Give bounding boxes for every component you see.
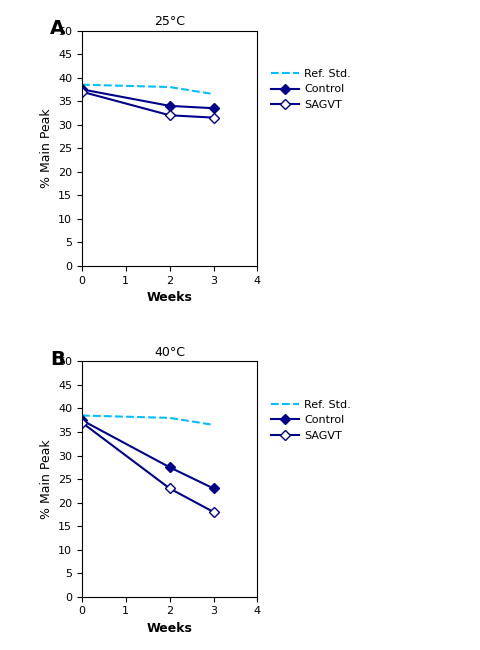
Control xyxy=(211,104,216,112)
Ref. Std. xyxy=(167,83,173,91)
Text: A: A xyxy=(50,19,65,38)
Ref. Std. xyxy=(79,81,85,88)
Line: SAGVT: SAGVT xyxy=(79,419,217,515)
Text: B: B xyxy=(50,350,65,369)
SAGVT xyxy=(211,508,216,516)
X-axis label: Weeks: Weeks xyxy=(147,622,192,635)
Title: 25°C: 25°C xyxy=(154,15,185,28)
Line: SAGVT: SAGVT xyxy=(79,88,217,121)
Control xyxy=(79,416,85,424)
Legend: Ref. Std., Control, SAGVT: Ref. Std., Control, SAGVT xyxy=(266,64,356,114)
Line: Ref. Std.: Ref. Std. xyxy=(82,84,214,94)
Legend: Ref. Std., Control, SAGVT: Ref. Std., Control, SAGVT xyxy=(266,395,356,445)
Line: Control: Control xyxy=(79,417,217,492)
Title: 40°C: 40°C xyxy=(154,346,185,359)
Y-axis label: % Main Peak: % Main Peak xyxy=(39,439,52,519)
Control xyxy=(167,102,173,110)
Ref. Std. xyxy=(79,411,85,419)
SAGVT xyxy=(167,111,173,119)
Control xyxy=(211,484,216,492)
SAGVT xyxy=(79,419,85,426)
Line: Ref. Std.: Ref. Std. xyxy=(82,415,214,425)
Ref. Std. xyxy=(167,414,173,422)
Control xyxy=(79,86,85,94)
Ref. Std. xyxy=(211,90,216,98)
Ref. Std. xyxy=(211,421,216,429)
SAGVT xyxy=(211,114,216,122)
SAGVT xyxy=(167,484,173,492)
Line: Control: Control xyxy=(79,86,217,112)
X-axis label: Weeks: Weeks xyxy=(147,291,192,304)
Y-axis label: % Main Peak: % Main Peak xyxy=(39,109,52,188)
SAGVT xyxy=(79,88,85,96)
Control xyxy=(167,463,173,471)
